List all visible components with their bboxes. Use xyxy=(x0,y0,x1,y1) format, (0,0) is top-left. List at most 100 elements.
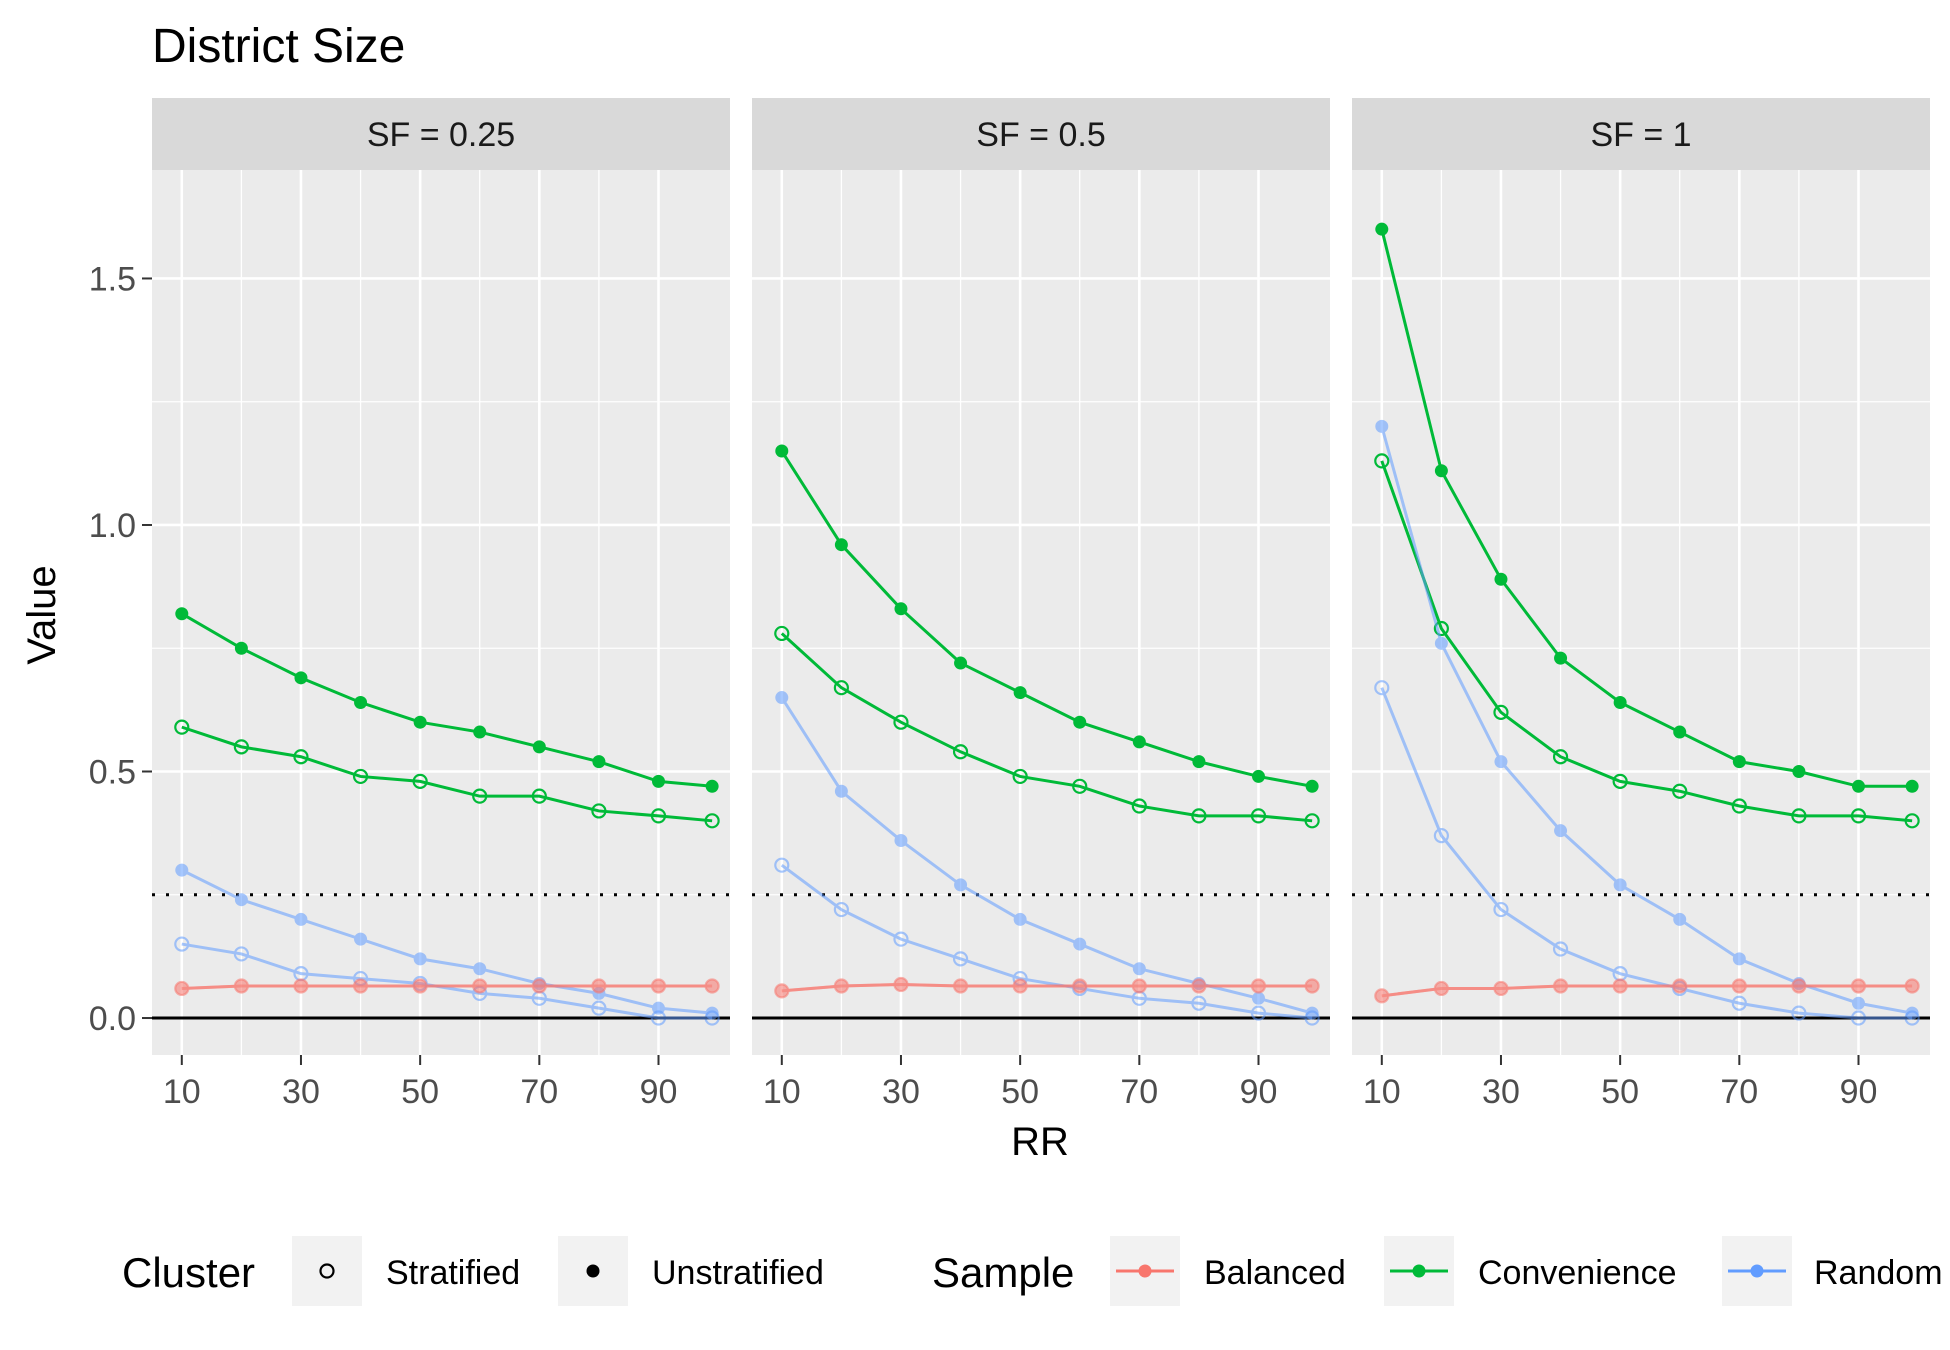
data-point xyxy=(174,719,190,735)
x-tick-label: 10 xyxy=(1363,1073,1401,1111)
data-point xyxy=(894,834,908,848)
data-point xyxy=(1072,778,1088,794)
data-point xyxy=(1493,704,1509,720)
data-point xyxy=(234,641,248,655)
data-point xyxy=(473,725,487,739)
data-point xyxy=(1012,978,1028,994)
data-point xyxy=(1192,755,1206,769)
series-line xyxy=(1380,460,1913,823)
legend-label-stratified: Stratified xyxy=(386,1254,520,1292)
series-convenience-unstratified xyxy=(1375,222,1919,793)
data-point xyxy=(472,978,488,994)
series-line xyxy=(181,868,713,1015)
facet-strip-label: SF = 1 xyxy=(1590,116,1691,154)
data-point xyxy=(1552,941,1569,957)
data-point xyxy=(1013,686,1027,700)
data-point xyxy=(650,1010,667,1026)
data-point xyxy=(775,691,789,705)
x-tick-label: 30 xyxy=(1482,1073,1520,1111)
data-point xyxy=(1850,1010,1867,1026)
y-tick-label: 1.0 xyxy=(89,507,136,545)
data-point xyxy=(775,444,789,458)
data-point xyxy=(175,863,189,877)
plot-background xyxy=(1352,170,1930,1055)
legend-label-convenience: Convenience xyxy=(1478,1254,1676,1292)
data-point xyxy=(1433,620,1449,637)
data-point xyxy=(894,602,908,616)
data-point xyxy=(1851,779,1865,793)
y-tick-label: 0.5 xyxy=(89,754,136,792)
data-point xyxy=(354,695,368,709)
data-point xyxy=(1132,962,1146,976)
data-point xyxy=(1791,978,1807,994)
data-point xyxy=(1613,878,1627,892)
data-point xyxy=(1191,978,1207,994)
series-line xyxy=(181,725,713,823)
data-point xyxy=(1131,978,1147,994)
legend-cluster-title: Cluster xyxy=(122,1249,255,1296)
data-point xyxy=(1672,978,1688,994)
data-point xyxy=(651,774,665,788)
data-point xyxy=(233,946,249,962)
data-point xyxy=(1073,937,1087,951)
series-convenience-stratified xyxy=(1374,453,1920,829)
data-point xyxy=(774,983,790,999)
y-tick-label: 1.5 xyxy=(89,260,136,298)
series-line xyxy=(781,982,1313,993)
data-point xyxy=(1073,715,1087,729)
data-point xyxy=(1904,813,1920,829)
series-line xyxy=(780,696,1313,1015)
legend-convenience-dot-icon xyxy=(1412,1264,1426,1278)
facet-strip xyxy=(752,98,1330,170)
x-tick-label: 70 xyxy=(520,1073,558,1111)
data-point xyxy=(473,962,487,976)
data-point xyxy=(1494,755,1508,769)
data-point xyxy=(705,779,719,793)
data-point xyxy=(833,978,849,994)
data-point xyxy=(1612,773,1628,789)
data-point xyxy=(233,978,249,994)
legend-open-circle-icon xyxy=(319,1263,335,1279)
data-point xyxy=(1374,988,1390,1004)
data-point xyxy=(833,680,849,696)
series-line xyxy=(780,450,1313,788)
series-convenience-stratified xyxy=(774,625,1320,829)
data-point xyxy=(1375,222,1389,236)
data-point xyxy=(1732,952,1746,966)
series-line xyxy=(1380,687,1913,1020)
data-point xyxy=(472,788,488,804)
data-point xyxy=(1250,1005,1267,1021)
plot-background xyxy=(152,170,730,1055)
data-point xyxy=(1732,755,1746,769)
data-point xyxy=(591,978,607,994)
data-point xyxy=(1493,980,1509,997)
legend-label-unstratified: Unstratified xyxy=(652,1254,824,1292)
data-point xyxy=(704,978,720,994)
facet-strip xyxy=(1352,98,1930,170)
data-point xyxy=(893,714,909,730)
data-point xyxy=(834,538,848,552)
series-line xyxy=(1381,984,1913,998)
data-point xyxy=(1251,991,1265,1005)
data-point xyxy=(1904,978,1920,994)
data-point xyxy=(1434,636,1448,650)
series-line xyxy=(181,984,713,990)
data-point xyxy=(1673,725,1687,739)
series-convenience-unstratified xyxy=(775,444,1319,793)
legend: Cluster Stratified Unstratified Sample B… xyxy=(122,1236,1943,1306)
data-point xyxy=(1250,808,1267,824)
x-axis-label: RR xyxy=(1011,1120,1069,1164)
series-convenience-stratified xyxy=(174,719,720,829)
legend-label-random: Random xyxy=(1814,1254,1943,1292)
data-point xyxy=(1613,695,1627,709)
data-point xyxy=(1905,779,1919,793)
x-tick-label: 10 xyxy=(763,1073,801,1111)
data-point xyxy=(531,788,547,804)
data-point xyxy=(1072,978,1088,994)
data-point xyxy=(1374,680,1390,696)
y-axis-label: Value xyxy=(20,565,64,664)
x-tick-label: 90 xyxy=(1840,1073,1878,1111)
data-point xyxy=(650,978,667,994)
data-point xyxy=(591,1000,607,1016)
